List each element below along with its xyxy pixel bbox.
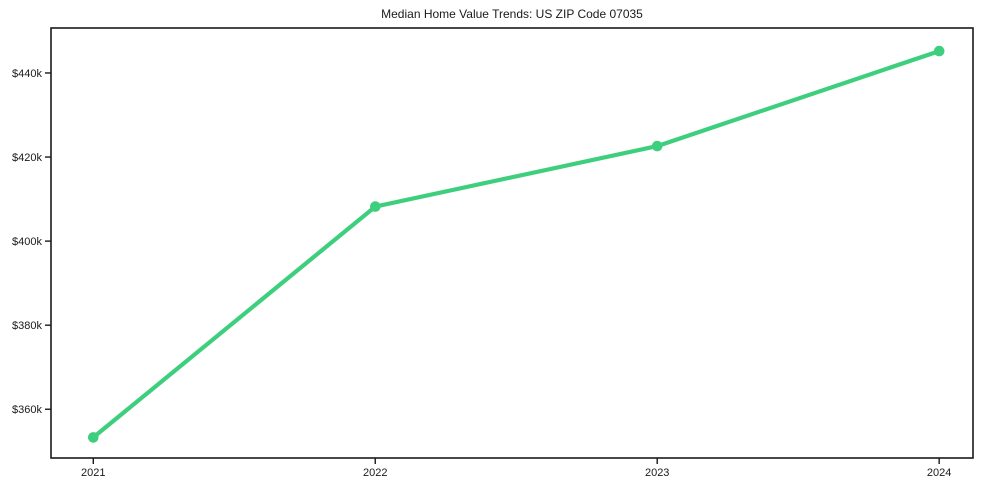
- y-tick-label: $420k: [12, 152, 42, 164]
- x-tick-label: 2023: [645, 467, 669, 479]
- data-point: [651, 140, 663, 152]
- y-tick-label: $360k: [12, 404, 42, 416]
- y-tick-label: $400k: [12, 236, 42, 248]
- x-tick-label: 2021: [81, 467, 105, 479]
- x-tick-label: 2024: [927, 467, 951, 479]
- x-tick-label: 2022: [363, 467, 387, 479]
- plot-border: [50, 27, 974, 459]
- data-point: [370, 201, 381, 212]
- y-tick-label: $440k: [12, 68, 42, 80]
- y-tick-label: $380k: [12, 320, 42, 332]
- data-point: [933, 45, 945, 57]
- trend-line: [91, 48, 942, 440]
- data-point: [88, 432, 99, 443]
- chart-title: Median Home Value Trends: US ZIP Code 07…: [381, 7, 643, 21]
